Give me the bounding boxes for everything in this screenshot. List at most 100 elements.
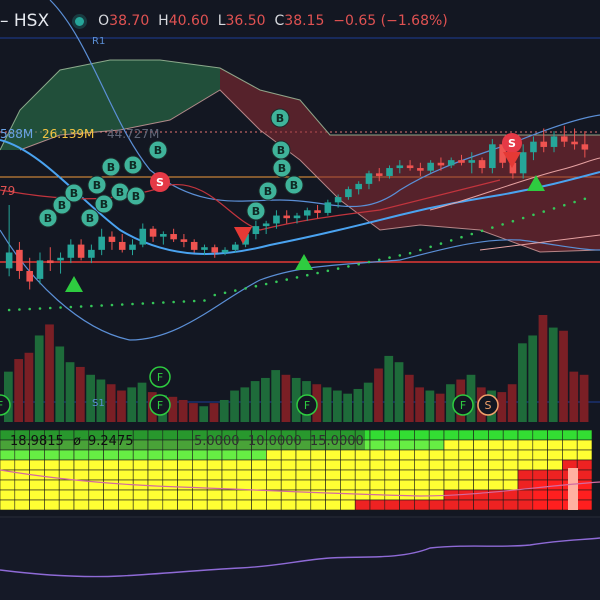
candle-body [406,165,414,169]
volume-label-c: 44.727M [107,127,159,141]
heatmap-cell [399,459,415,471]
f-marker-circle [296,394,318,416]
heatmap-cell [576,499,593,511]
heatmap-cell [458,439,474,451]
sar-dot [285,278,289,281]
heatmap-cell [414,439,430,451]
volume-bar [548,327,558,422]
heatmap-cell [443,499,460,511]
heatmap-cell [88,489,104,501]
heatmap-cell [369,499,386,511]
pink-envelope [429,157,600,211]
candle-body [293,215,301,219]
heatmap-cell [473,499,489,511]
heatmap-cell [576,489,593,501]
bollinger-lower [0,229,600,341]
candle-body [170,234,177,240]
heatmap-cell [502,469,519,481]
heatmap-cell [576,429,593,441]
heatmap-cell [384,429,400,441]
sar-dot [90,304,93,308]
heatmap-cell [73,449,90,461]
heatmap-cell [236,449,252,461]
heatmap-cell [473,439,489,451]
buy-marker: B [38,208,58,228]
heatmap-cell [0,459,16,471]
volume-bar [55,346,65,422]
heatmap-cell [517,429,534,441]
heatmap-cell [147,469,164,481]
buy-marker-label: B [290,179,298,192]
volume-bar [404,374,414,422]
heatmap-panel[interactable] [0,429,593,511]
heatmap-cell [266,469,282,481]
heatmap-cell [44,459,60,471]
heatmap-cell [58,489,75,501]
heatmap-cell [414,479,430,491]
heatmap-cell [488,459,504,471]
volume-bar [24,352,34,422]
low-key: L [217,13,226,29]
s-marker: S [477,394,499,416]
sar-dot [120,303,124,306]
buy-marker-label: B [70,187,78,200]
f-marker: F [452,394,474,416]
heatmap-cell [488,429,504,441]
candle-body [499,144,506,163]
indicator-level-1: 5.0000 [194,434,240,449]
heatmap-cell [162,469,178,481]
candle-body [386,168,393,176]
f-marker-circle [0,394,11,416]
heatmap-cell [88,459,104,471]
heatmap-cell [384,499,400,511]
sar-dot [316,271,319,275]
indicator-value-1: 18.9815 [10,434,64,449]
heatmap-cell [295,459,312,471]
heatmap-cell [295,479,312,491]
candle-body [273,215,280,224]
volume-bar [261,377,270,422]
heatmap-cell [280,469,297,481]
heatmap-cell [236,469,252,481]
heatmap-cell [354,459,371,471]
buy-marker-label: B [107,161,115,174]
sell-marker-label: S [156,176,164,189]
heatmap-cell [14,469,30,481]
buy-marker-circle [52,195,72,215]
chart-header: – HSX O38.70 H40.60 L36.50 C38.15 −0.65 … [0,6,448,36]
candle-body [458,160,465,163]
sar-dot [295,276,299,279]
candle-body [581,144,589,150]
candle-body [324,202,332,213]
candle-body [88,249,95,258]
heatmap-cell [547,499,563,511]
heatmap-cell [458,429,474,441]
heatmap-cell [58,459,75,471]
candle-body [303,210,311,216]
heatmap-cell [266,459,282,471]
volume-bar [363,382,373,422]
volume-bar [559,330,568,422]
oscillator-panel[interactable] [0,518,600,600]
oscillator-line [0,537,600,578]
heatmap-cell [532,439,548,451]
heatmap-cell [532,469,548,481]
heatmap-cell [340,499,356,511]
buy-marker-circle [80,208,100,228]
heatmap-cell [206,499,223,511]
heatmap-cell [547,449,563,461]
heatmap-cell [147,479,164,491]
buy-marker: B [52,195,72,215]
candle-body [447,160,455,166]
candle-body [67,244,75,258]
candle-body [139,228,147,245]
heatmap-cell [88,449,104,461]
heatmap-cell [354,449,371,461]
candle-body [211,247,219,253]
heatmap-cell [369,439,386,451]
symbol-title[interactable]: – HSX [0,11,50,31]
sar-dot [79,305,83,308]
heatmap-cell [251,449,267,461]
sar-dot [480,229,484,233]
